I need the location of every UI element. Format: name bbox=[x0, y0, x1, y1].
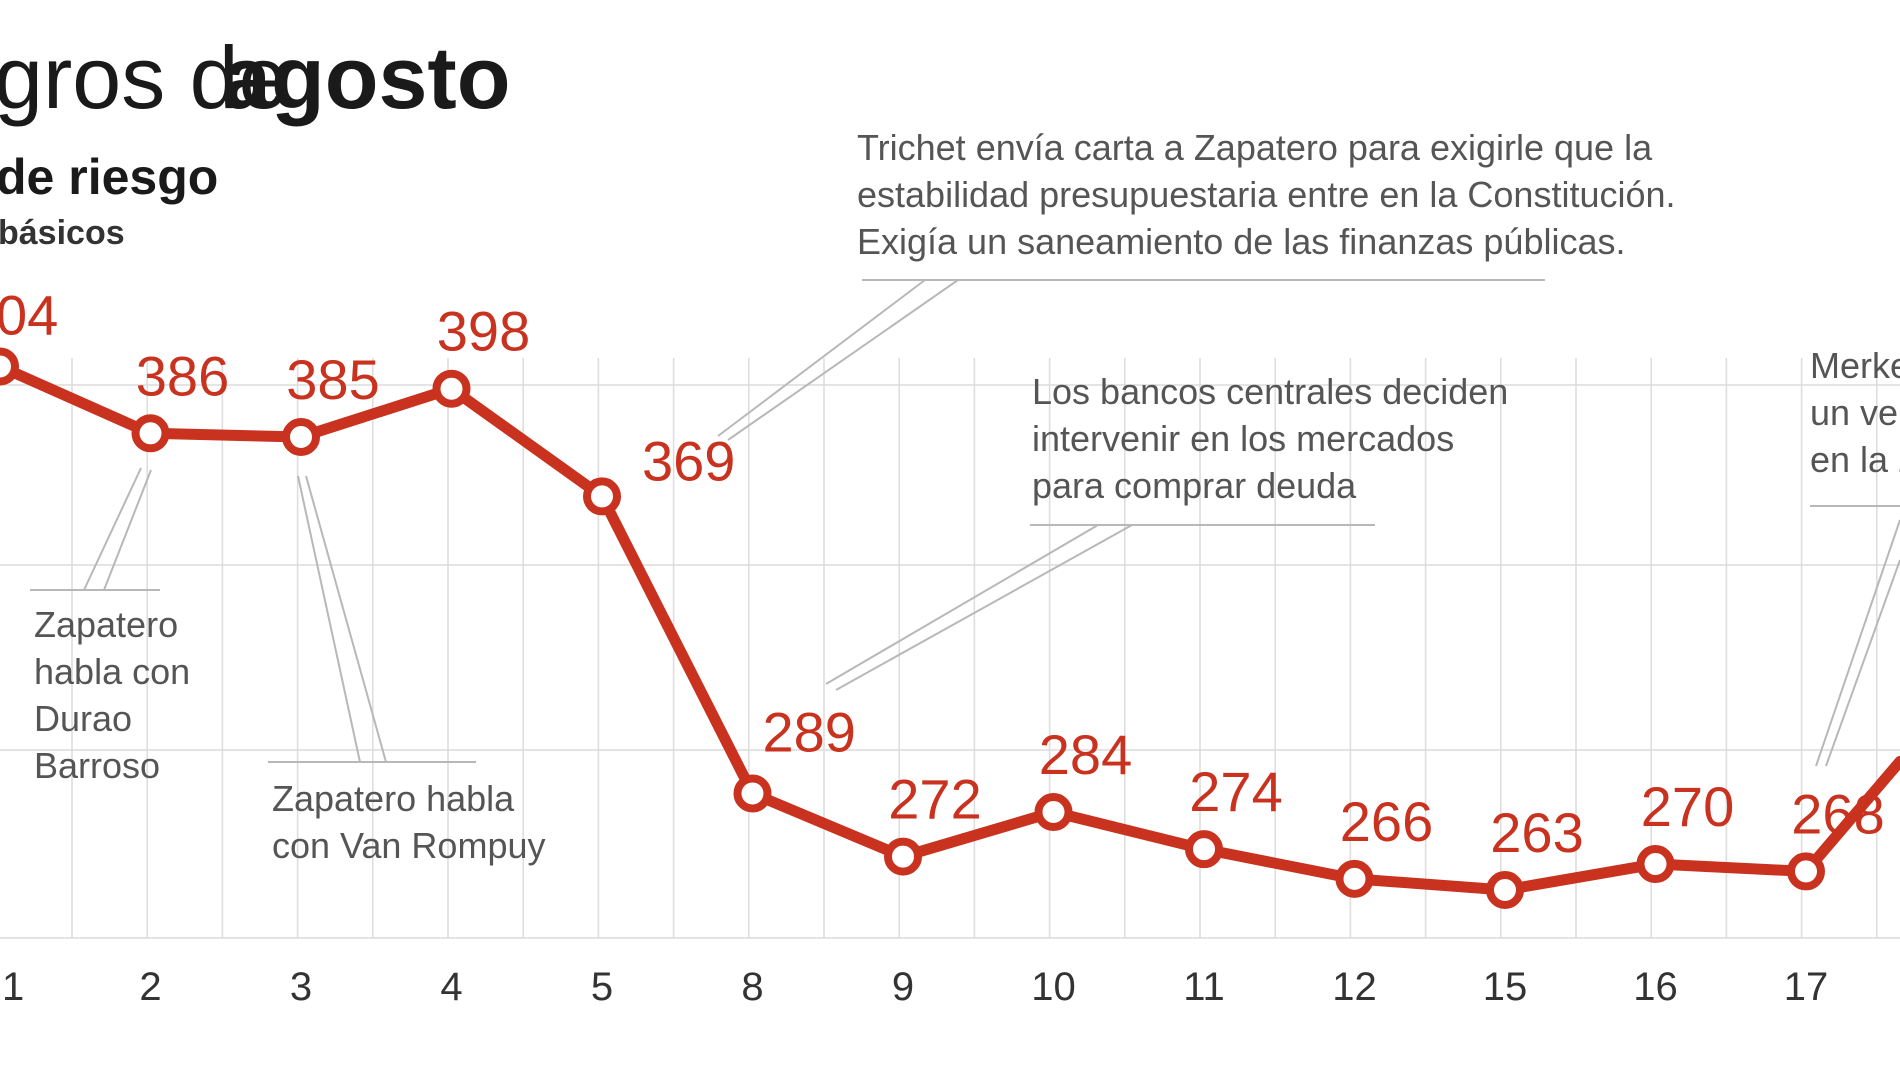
x-tick-5: 5 bbox=[591, 965, 613, 1009]
annotation-merkel: Merke un ver en la z bbox=[1810, 345, 1900, 480]
chart-title-light: gros de bbox=[0, 28, 288, 127]
data-point-4 bbox=[432, 369, 471, 408]
x-tick-9: 9 bbox=[892, 965, 914, 1009]
data-label-17: 268 bbox=[1791, 782, 1884, 845]
data-label-5: 369 bbox=[642, 429, 735, 492]
x-tick-15: 15 bbox=[1483, 965, 1528, 1009]
data-label-11: 274 bbox=[1189, 760, 1282, 823]
data-point-12 bbox=[1335, 859, 1374, 898]
data-label-16: 270 bbox=[1641, 775, 1734, 838]
data-point-15 bbox=[1486, 871, 1524, 909]
annotation-trichet: Trichet envía carta a Zapatero para exig… bbox=[857, 127, 1686, 262]
leader-merkel-a bbox=[1815, 519, 1900, 767]
data-points bbox=[0, 347, 1825, 909]
leader-bancos-a bbox=[825, 524, 1099, 685]
annotation-rompuy: Zapatero habla con Van Rompuy bbox=[272, 778, 545, 866]
x-axis-ticks: 1 2 3 4 5 8 9 10 11 12 15 16 17 bbox=[2, 965, 1828, 1009]
x-tick-12: 12 bbox=[1332, 965, 1377, 1009]
x-tick-16: 16 bbox=[1633, 965, 1678, 1009]
annotation-barroso: Zapatero habla con Durao Barroso bbox=[34, 604, 200, 786]
annotations: Trichet envía carta a Zapatero para exig… bbox=[34, 127, 1900, 866]
leader-merkel-b bbox=[1825, 559, 1900, 767]
data-label-10: 284 bbox=[1039, 723, 1132, 786]
leader-rompuy-a bbox=[297, 475, 361, 763]
data-point-10 bbox=[1034, 793, 1073, 832]
data-point-3 bbox=[282, 418, 320, 456]
x-tick-11: 11 bbox=[1183, 965, 1225, 1009]
data-label-4: 398 bbox=[437, 300, 530, 363]
data-label-8: 289 bbox=[763, 700, 856, 763]
data-point-16 bbox=[1636, 845, 1675, 884]
leader-bancos-b bbox=[835, 524, 1133, 691]
leader-trichet-a bbox=[717, 279, 926, 437]
data-label-9: 272 bbox=[888, 768, 981, 831]
data-label-3: 385 bbox=[286, 348, 379, 411]
leader-barroso-a bbox=[83, 467, 142, 591]
data-point-2 bbox=[131, 414, 170, 453]
data-point-1 bbox=[0, 347, 19, 386]
annotation-bancos: Los bancos centrales deciden intervenir … bbox=[1032, 371, 1518, 506]
annotation-leaders bbox=[30, 279, 1900, 767]
data-labels: 04 386 385 398 369 289 272 284 274 266 263 270 268 bbox=[0, 283, 1885, 864]
leader-rompuy-b bbox=[305, 475, 387, 763]
chart-subtitle: de riesgo bbox=[0, 149, 218, 205]
x-tick-4: 4 bbox=[440, 965, 462, 1009]
data-point-17 bbox=[1787, 852, 1825, 891]
leader-trichet-b bbox=[727, 279, 959, 441]
data-point-5 bbox=[583, 477, 621, 516]
data-label-12: 266 bbox=[1340, 790, 1433, 853]
series-line bbox=[0, 360, 1900, 896]
data-point-8 bbox=[733, 774, 772, 813]
x-tick-10: 10 bbox=[1031, 965, 1076, 1009]
x-tick-8: 8 bbox=[741, 965, 763, 1009]
data-point-11 bbox=[1185, 830, 1223, 869]
data-label-1: 04 bbox=[0, 283, 58, 346]
x-tick-3: 3 bbox=[290, 965, 312, 1009]
leader-barroso-b bbox=[103, 469, 152, 591]
x-tick-2: 2 bbox=[139, 965, 161, 1009]
data-label-2: 386 bbox=[136, 344, 229, 407]
chart-title-bold: agosto bbox=[222, 28, 510, 127]
data-label-15: 263 bbox=[1490, 801, 1583, 864]
data-point-9 bbox=[884, 837, 922, 876]
x-tick-1: 1 bbox=[2, 965, 24, 1009]
series-sprimas bbox=[0, 360, 1900, 896]
y-axis-label: básicos bbox=[0, 214, 125, 252]
x-tick-17: 17 bbox=[1784, 965, 1829, 1009]
